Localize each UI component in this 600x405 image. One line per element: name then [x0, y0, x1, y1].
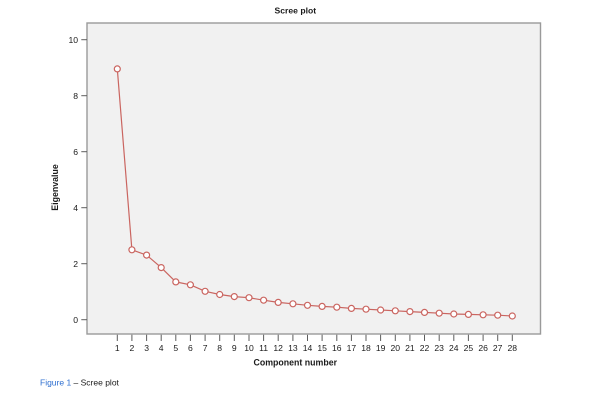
svg-text:0: 0	[73, 315, 78, 325]
svg-text:1: 1	[115, 343, 120, 353]
svg-text:2: 2	[73, 259, 78, 269]
svg-text:12: 12	[273, 343, 283, 353]
svg-text:18: 18	[361, 343, 371, 353]
svg-text:7: 7	[203, 343, 208, 353]
svg-text:24: 24	[449, 343, 459, 353]
svg-text:28: 28	[508, 343, 518, 353]
svg-text:19: 19	[376, 343, 386, 353]
svg-text:13: 13	[288, 343, 298, 353]
svg-text:10: 10	[68, 35, 78, 45]
svg-text:Eigenvalue: Eigenvalue	[50, 164, 60, 211]
svg-text:23: 23	[434, 343, 444, 353]
svg-text:8: 8	[217, 343, 222, 353]
svg-text:Figure 1 – Scree plot: Figure 1 – Scree plot	[40, 377, 120, 387]
svg-text:22: 22	[420, 343, 430, 353]
svg-text:8: 8	[73, 91, 78, 101]
svg-text:5: 5	[173, 343, 178, 353]
svg-text:11: 11	[259, 343, 268, 353]
svg-text:20: 20	[391, 343, 401, 353]
svg-text:10: 10	[244, 343, 254, 353]
svg-text:4: 4	[73, 203, 78, 213]
svg-text:6: 6	[73, 147, 78, 157]
svg-text:15: 15	[317, 343, 327, 353]
svg-text:17: 17	[347, 343, 357, 353]
svg-text:Scree plot: Scree plot	[275, 6, 317, 16]
svg-text:16: 16	[332, 343, 342, 353]
svg-text:27: 27	[493, 343, 503, 353]
svg-text:9: 9	[232, 343, 237, 353]
svg-text:21: 21	[405, 343, 415, 353]
svg-text:26: 26	[478, 343, 488, 353]
svg-text:2: 2	[130, 343, 135, 353]
svg-text:Component number: Component number	[254, 357, 338, 367]
svg-text:25: 25	[464, 343, 474, 353]
svg-text:6: 6	[188, 343, 193, 353]
svg-text:3: 3	[144, 343, 149, 353]
svg-text:14: 14	[303, 343, 313, 353]
svg-text:4: 4	[159, 343, 164, 353]
